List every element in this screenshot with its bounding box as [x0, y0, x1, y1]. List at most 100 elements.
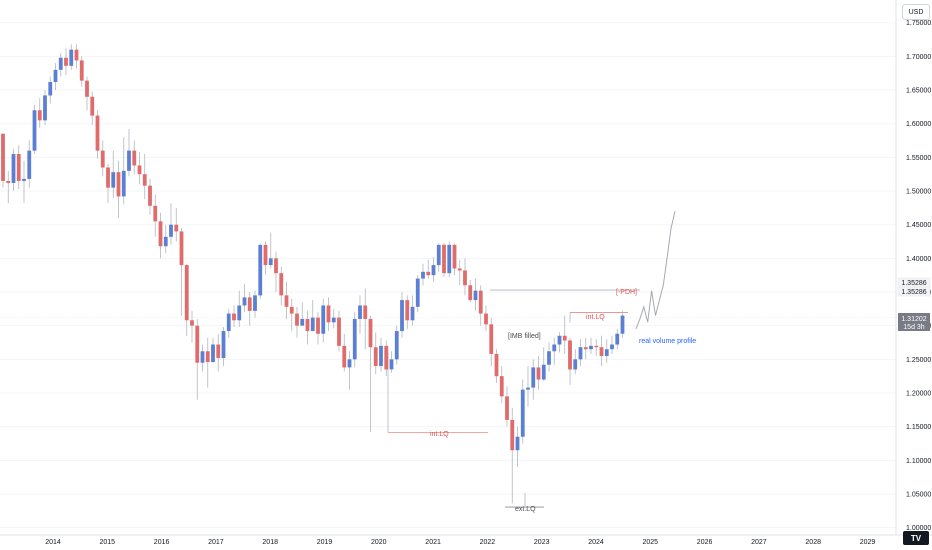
candle-down — [484, 313, 488, 325]
candle-down — [284, 295, 289, 307]
candle-up — [11, 154, 16, 183]
y-tick-label: 1.10000 — [906, 458, 931, 465]
candle-up — [237, 305, 242, 321]
candle-up — [389, 359, 394, 370]
imb-label: [IMB filled] — [508, 333, 541, 340]
candle-up — [410, 306, 415, 321]
candle-up — [526, 387, 530, 390]
candle-down — [505, 396, 509, 420]
x-tick-label: 2029 — [860, 539, 876, 546]
price-tag-level-1: 1.35286 — [897, 277, 931, 288]
candle-up — [27, 150, 32, 179]
price-tag-current: 1.31202 15d 3h — [898, 313, 930, 331]
candle-up — [111, 172, 116, 188]
candle-down — [536, 367, 541, 380]
y-tick-label: 1.20000 — [906, 390, 931, 397]
candle-down — [148, 185, 152, 206]
candle-up — [552, 344, 557, 352]
candle-down — [478, 290, 483, 314]
candle-down — [263, 244, 268, 266]
candle-down — [37, 110, 42, 121]
candle-down — [510, 419, 515, 451]
candle-down — [316, 317, 320, 334]
currency-button[interactable]: USD — [902, 4, 930, 20]
candle-down — [100, 150, 105, 168]
candle-up — [589, 345, 593, 350]
x-tick-label: 2023 — [534, 539, 550, 546]
candle-down — [562, 335, 567, 341]
candle-down — [594, 345, 599, 348]
projection-line — [635, 211, 676, 330]
x-tick-label: 2027 — [751, 539, 767, 546]
y-tick-label: 1.00000 — [906, 525, 931, 532]
candle-up — [121, 170, 126, 197]
candle-up — [415, 278, 420, 307]
candle-up — [547, 351, 551, 365]
candle-down — [153, 205, 158, 222]
candle-down — [64, 57, 68, 66]
candle-up — [557, 335, 562, 345]
candle-up — [226, 313, 231, 332]
candle-down — [452, 244, 457, 269]
x-tick-label: 2017 — [208, 539, 224, 546]
candle-down — [190, 320, 194, 326]
candle-up — [610, 344, 614, 350]
candle-down — [337, 317, 341, 346]
candle-up — [358, 305, 362, 319]
candle-down — [384, 345, 389, 370]
projection-path — [635, 211, 676, 330]
candle-down — [363, 305, 368, 319]
candle-up — [253, 295, 257, 311]
x-tick-label: 2028 — [805, 539, 821, 546]
y-tick-label: 1.50000 — [906, 189, 931, 196]
candle-up — [436, 244, 441, 266]
candle-down — [116, 172, 121, 197]
candle-up — [300, 318, 305, 326]
candle-up — [242, 297, 247, 306]
candle-up — [211, 344, 215, 363]
candle-down — [442, 244, 446, 274]
price-tag-level-2: 1.35286 — [897, 286, 931, 297]
x-tick-label: 2015 — [100, 539, 116, 546]
pdh-label: [-PDH] — [616, 289, 637, 296]
candle-up — [615, 333, 620, 345]
int-lq-lower-label: int.LQ — [430, 431, 449, 438]
candle-down — [457, 268, 462, 271]
candle-up — [400, 300, 404, 332]
candle-up — [331, 317, 336, 323]
candle-up — [53, 69, 58, 82]
price-tag-level-2-text: 1.35286 — [901, 289, 926, 296]
x-tick-label: 2014 — [45, 539, 61, 546]
candles — [1, 44, 625, 504]
candle-down — [368, 318, 373, 348]
candle-down — [279, 273, 284, 296]
candle-up — [352, 318, 357, 360]
svg-text:TV: TV — [911, 534, 922, 543]
y-tick-label: 1.55000 — [906, 155, 931, 162]
candle-down — [158, 221, 163, 247]
candle-up — [515, 436, 520, 451]
candle-down — [74, 49, 79, 61]
candle-down — [499, 376, 504, 397]
candle-up — [604, 349, 609, 356]
candle-down — [326, 305, 331, 323]
candle-down — [184, 265, 189, 321]
y-tick-label: 1.75000 — [906, 20, 931, 27]
tradingview-logo-icon[interactable]: TV — [903, 531, 929, 545]
candle-up — [520, 389, 525, 437]
candle-down — [132, 150, 137, 166]
candle-up — [32, 110, 37, 151]
candle-down — [195, 325, 200, 363]
price-tag-level-1-text: 1.35286 — [901, 280, 926, 287]
candle-up — [163, 236, 168, 247]
x-tick-label: 2020 — [371, 539, 387, 546]
candle-down — [489, 324, 494, 354]
candle-up — [48, 81, 53, 96]
candle-down — [6, 180, 11, 183]
x-tick-label: 2018 — [262, 539, 278, 546]
candle-down — [373, 347, 378, 367]
candle-up — [221, 331, 226, 358]
candle-down — [568, 340, 572, 370]
candle-down — [295, 313, 299, 326]
